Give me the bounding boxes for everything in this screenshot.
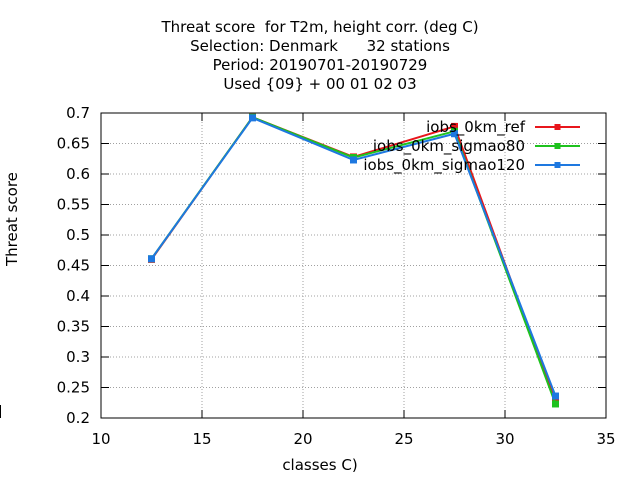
data-point: [552, 392, 559, 400]
y-tick-label: 0.4: [66, 287, 90, 305]
x-axis-label: classes C): [282, 456, 358, 474]
legend-label-1: iobs_0km_ref: [426, 118, 525, 136]
data-point: [451, 130, 458, 138]
data-point: [148, 255, 155, 263]
y-tick-label: 0.35: [57, 318, 90, 336]
title-line-3: Period: 20190701-20190729: [212, 56, 428, 74]
y-axis-label: Threat score: [3, 172, 21, 266]
y-tick-label: 0.45: [57, 257, 90, 275]
y-tick-label: 0.25: [57, 379, 90, 397]
y-tick-label: 0.6: [66, 165, 90, 183]
y-tick-label: 0.55: [57, 196, 90, 214]
title-line-1: Threat score for T2m, height corr. (deg …: [161, 18, 479, 36]
title-line-2: Selection: Denmark 32 stations: [190, 37, 450, 55]
data-point: [249, 114, 256, 122]
y-tick-label: 0.3: [66, 348, 90, 366]
x-tick-label: 35: [596, 430, 615, 448]
y-tick-label: 0.7: [66, 104, 90, 122]
x-tick-label: 30: [495, 430, 514, 448]
x-tick-label: 25: [394, 430, 413, 448]
x-tick-label: 15: [192, 430, 211, 448]
data-point: [552, 400, 559, 408]
legend-marker-3: [554, 162, 561, 168]
y-tick-label: 0.65: [57, 135, 90, 153]
data-point: [350, 156, 357, 164]
legend-marker-2: [554, 143, 561, 149]
y-tick-label: 0.2: [66, 409, 90, 427]
title-line-4: Used {09} + 00 01 02 03: [223, 75, 417, 93]
legend-marker-1: [554, 124, 561, 130]
legend-label-3: iobs_0km_sigmao120: [363, 156, 525, 174]
x-tick-label: 10: [91, 430, 110, 448]
x-tick-label: 20: [293, 430, 312, 448]
y-tick-label: 0.5: [66, 226, 90, 244]
legend-label-2: iobs_0km_sigmao80: [372, 137, 525, 155]
